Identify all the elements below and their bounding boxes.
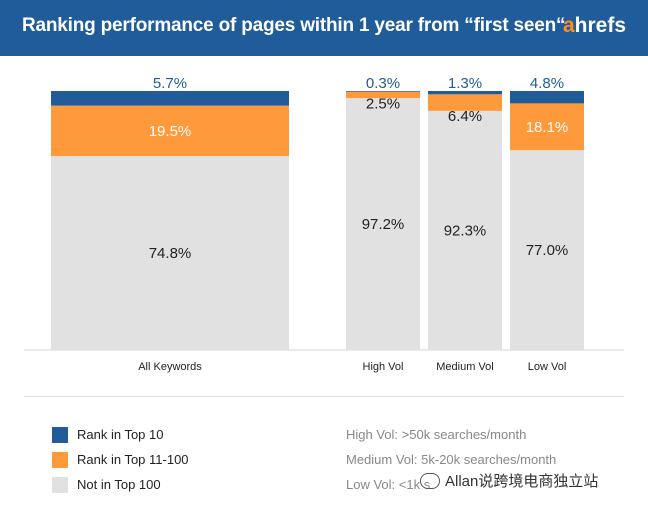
bar-high-vol-top11-100 (346, 91, 420, 99)
bar-low-vol-not-top100 (510, 150, 584, 350)
chart-title: Ranking performance of pages within 1 ye… (22, 15, 566, 36)
note-low-vol: Low Vol: <1k s (346, 477, 431, 492)
data-label-high-vol-top11-100: 2.5% (366, 95, 400, 112)
bar-high-vol-top10 (346, 91, 420, 92)
bar-medium-vol-top11-100 (428, 94, 502, 111)
data-label-low-vol-not-top100: 77.0% (526, 242, 569, 259)
logo-letter-a: a (562, 14, 575, 37)
data-label-low-vol-top11-100: 18.1% (526, 119, 569, 136)
note-medium-vol: Medium Vol: 5k-20k searches/month (346, 452, 557, 467)
legend-swatch-top10 (52, 426, 68, 443)
bar-low-vol-top10 (510, 91, 584, 104)
bar-all-keywords-not-top100 (51, 156, 289, 350)
category-label-medium-vol: Medium Vol (436, 361, 493, 373)
category-label-all-keywords: All Keywords (138, 361, 202, 373)
data-label-all-keywords-top11-100: 19.5% (149, 123, 192, 140)
data-label-high-vol-top10: 0.3% (366, 75, 400, 92)
legend-item-top10: Rank in Top 10 (52, 422, 189, 447)
legend-item-not-top100: Not in Top 100 (52, 472, 189, 497)
category-label-high-vol: High Vol (363, 361, 404, 373)
wechat-icon (420, 472, 440, 489)
bar-low-vol-top11-100 (510, 103, 584, 151)
data-label-low-vol-top10: 4.8% (530, 75, 564, 92)
legend: Rank in Top 10 Rank in Top 11-100 Not in… (52, 422, 189, 497)
bar-medium-vol-top10 (428, 91, 502, 95)
bar-medium-vol-not-top100 (428, 110, 502, 351)
bar-all-keywords-top11-100 (51, 105, 289, 157)
data-label-medium-vol-top11-100: 6.4% (448, 108, 482, 125)
logo-text: hrefs (574, 14, 626, 37)
header-bar: Ranking performance of pages within 1 ye… (0, 0, 648, 56)
legend-item-top11-100: Rank in Top 11-100 (52, 447, 189, 472)
legend-swatch-top11-100 (52, 451, 68, 468)
legend-label-not-top100: Not in Top 100 (77, 477, 161, 492)
stacked-bar-chart: 5.7% 19.5% 74.8% All Keywords 0.3% 2.5% 97.2% H… (24, 75, 624, 373)
bar-high-vol-not-top100 (346, 98, 420, 350)
legend-label-top10: Rank in Top 10 (77, 427, 164, 442)
legend-divider (24, 396, 624, 397)
volume-notes: High Vol: >50k searches/month Medium Vol… (346, 422, 556, 497)
note-high-vol: High Vol: >50k searches/month (346, 427, 527, 442)
watermark-text: Allan说跨境电商独立站 (445, 473, 599, 490)
ahrefs-logo: ahrefs (563, 14, 626, 38)
watermark: Allan说跨境电商独立站 (420, 470, 598, 491)
category-label-low-vol: Low Vol (528, 361, 567, 373)
data-label-high-vol-not-top100: 97.2% (362, 216, 405, 233)
data-label-all-keywords-top10: 5.7% (153, 75, 187, 92)
data-label-medium-vol-not-top100: 92.3% (444, 222, 487, 239)
bar-all-keywords-top10 (51, 91, 289, 106)
data-label-medium-vol-top10: 1.3% (448, 75, 482, 92)
data-label-all-keywords-not-top100: 74.8% (149, 245, 192, 262)
legend-swatch-not-top100 (52, 476, 68, 493)
legend-label-top11-100: Rank in Top 11-100 (77, 452, 189, 467)
